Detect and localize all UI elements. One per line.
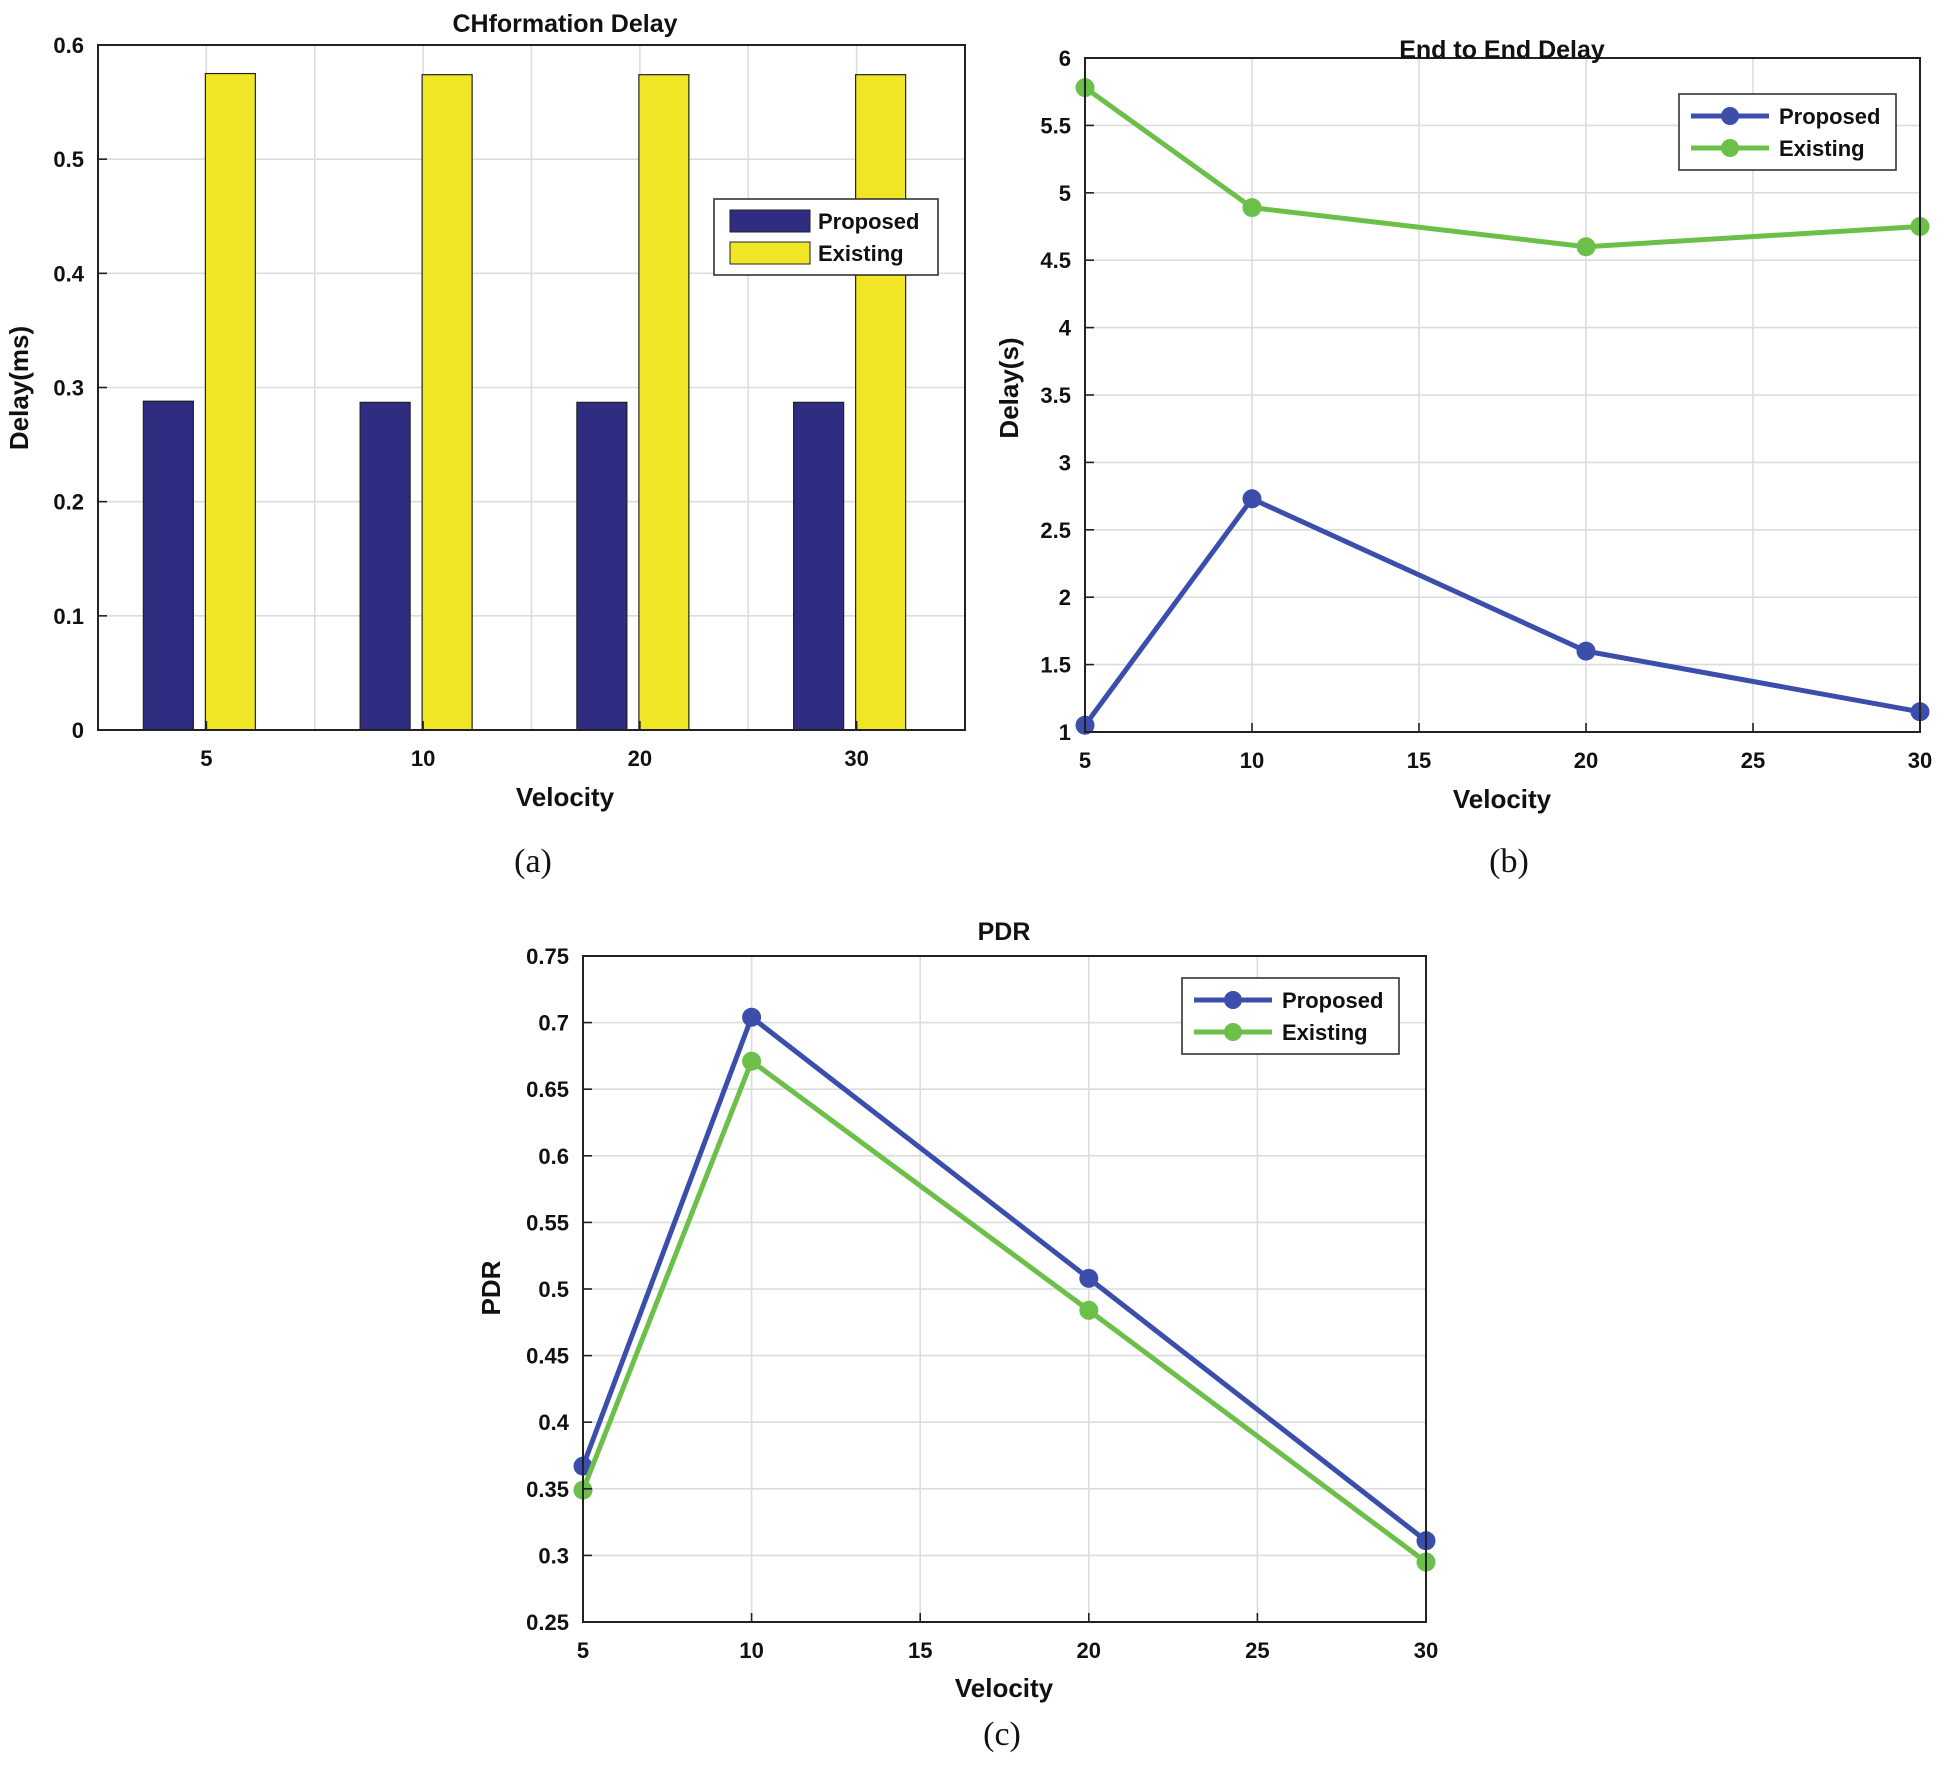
point-proposed-10 xyxy=(742,1007,762,1027)
legend-marker-existing xyxy=(1224,1023,1242,1041)
y-tick-label: 2 xyxy=(1059,585,1071,610)
chart-title: CHformation Delay xyxy=(452,10,677,38)
x-tick-label: 10 xyxy=(411,746,435,771)
y-tick-label: 5 xyxy=(1059,181,1071,206)
point-existing-10 xyxy=(742,1051,762,1071)
y-tick-label: 0.6 xyxy=(53,33,84,58)
bar-proposed-30 xyxy=(793,401,845,731)
chart-title: PDR xyxy=(978,918,1031,946)
point-proposed-20 xyxy=(1576,641,1596,661)
y-tick-label: 0.7 xyxy=(538,1011,569,1036)
legend-marker-proposed xyxy=(1721,107,1739,125)
legend-marker-proposed xyxy=(1224,991,1242,1009)
legend-box xyxy=(1678,93,1897,171)
legend-label-existing: Existing xyxy=(1779,136,1865,161)
point-existing-10 xyxy=(1242,198,1262,218)
x-tick-label: 15 xyxy=(908,1638,932,1663)
x-tick-label: 5 xyxy=(577,1638,589,1663)
y-tick-label: 0.25 xyxy=(526,1610,569,1635)
y-tick-label: 0.45 xyxy=(526,1344,569,1369)
chart-title: End to End Delay xyxy=(1399,36,1605,64)
y-tick-label: 0.3 xyxy=(538,1543,569,1568)
y-tick-label: 0.3 xyxy=(53,376,84,401)
y-tick-label: 3 xyxy=(1059,450,1071,475)
legend-marker-existing xyxy=(1721,139,1739,157)
legend-label-proposed: Proposed xyxy=(1779,104,1880,129)
y-tick-label: 4 xyxy=(1059,316,1072,341)
series-line-proposed xyxy=(1082,496,1921,727)
series-line-existing xyxy=(1083,85,1921,250)
y-axis-label: PDR xyxy=(476,1260,506,1315)
series-line-proposed xyxy=(580,1014,1428,1543)
legend-swatch-existing xyxy=(729,241,811,265)
y-tick-label: 0 xyxy=(72,718,84,743)
y-tick-label: 4.5 xyxy=(1040,248,1071,273)
y-axis-label: Delay(ms) xyxy=(4,326,34,450)
legend-label-proposed: Proposed xyxy=(1282,988,1383,1013)
x-tick-label: 30 xyxy=(1414,1638,1438,1663)
legend-label-proposed: Proposed xyxy=(818,209,919,234)
bar-proposed-10 xyxy=(359,401,411,731)
x-tick-label: 25 xyxy=(1741,748,1765,773)
y-tick-label: 0.35 xyxy=(526,1477,569,1502)
x-axis-label: Velocity xyxy=(955,1673,1054,1703)
x-tick-label: 25 xyxy=(1245,1638,1269,1663)
y-tick-label: 0.75 xyxy=(526,944,569,969)
bar-existing-20 xyxy=(638,74,690,731)
y-tick-label: 5.5 xyxy=(1040,113,1071,138)
x-tick-label: 30 xyxy=(844,746,868,771)
x-tick-label: 10 xyxy=(739,1638,763,1663)
y-tick-label: 0.55 xyxy=(526,1210,569,1235)
y-tick-label: 0.65 xyxy=(526,1077,569,1102)
y-tick-label: 0.4 xyxy=(53,261,84,286)
bar-proposed-20 xyxy=(576,401,628,731)
y-tick-label: 0.6 xyxy=(538,1144,569,1169)
y-axis-label: Delay(s) xyxy=(994,337,1024,438)
bar-existing-30 xyxy=(855,74,907,731)
legend-swatch-proposed xyxy=(729,209,811,233)
point-existing-20 xyxy=(1576,237,1596,257)
caption-b: (b) xyxy=(1489,843,1529,880)
y-tick-label: 0.5 xyxy=(53,147,84,172)
x-tick-label: 10 xyxy=(1240,748,1264,773)
bar-proposed-5 xyxy=(142,400,194,731)
caption-a: (a) xyxy=(514,843,552,880)
y-tick-label: 0.4 xyxy=(538,1410,569,1435)
legend-label-existing: Existing xyxy=(1282,1020,1368,1045)
y-tick-label: 1.5 xyxy=(1040,653,1071,678)
x-tick-label: 20 xyxy=(1574,748,1598,773)
x-tick-label: 30 xyxy=(1908,748,1932,773)
x-tick-label: 15 xyxy=(1407,748,1431,773)
x-tick-label: 5 xyxy=(200,746,212,771)
point-proposed-10 xyxy=(1242,489,1262,509)
x-tick-label: 20 xyxy=(1077,1638,1101,1663)
y-tick-label: 6 xyxy=(1059,46,1071,71)
caption-c: (c) xyxy=(983,1716,1021,1753)
point-existing-20 xyxy=(1079,1300,1099,1320)
y-tick-label: 3.5 xyxy=(1040,383,1071,408)
x-axis-label: Velocity xyxy=(516,782,615,812)
y-tick-label: 0.1 xyxy=(53,604,84,629)
y-tick-label: 0.5 xyxy=(538,1277,569,1302)
point-proposed-20 xyxy=(1079,1268,1099,1288)
x-tick-label: 5 xyxy=(1079,748,1091,773)
x-tick-label: 20 xyxy=(628,746,652,771)
legend-label-existing: Existing xyxy=(818,241,904,266)
y-tick-label: 1 xyxy=(1059,720,1071,745)
y-tick-label: 0.2 xyxy=(53,490,84,515)
y-tick-label: 2.5 xyxy=(1040,518,1071,543)
series-line-existing xyxy=(580,1058,1428,1565)
x-axis-label: Velocity xyxy=(1453,784,1552,814)
legend-box xyxy=(1181,977,1400,1055)
